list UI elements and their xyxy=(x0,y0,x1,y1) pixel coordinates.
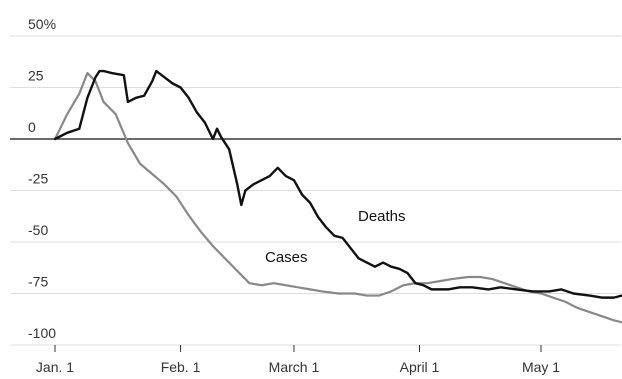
y-tick-label: -100 xyxy=(28,325,56,341)
gridlines xyxy=(10,35,621,346)
chart-labels: 50% 25 0 -25 -50 -75 -100 Jan. 1 Feb. 1 March 1 Ap… xyxy=(28,16,560,375)
x-tick-label: April 1 xyxy=(400,359,440,375)
x-tick-label: Jan. 1 xyxy=(36,359,74,375)
deaths-series-line xyxy=(53,69,622,299)
y-tick-label: 25 xyxy=(28,68,44,84)
cases-series-line xyxy=(53,71,622,324)
y-tick-label: -25 xyxy=(28,171,48,187)
y-tick-label: 0 xyxy=(28,119,36,135)
x-tick-label: Feb. 1 xyxy=(161,359,201,375)
y-tick-label: 50% xyxy=(28,16,56,32)
data-series xyxy=(53,69,622,324)
x-tick-label: May 1 xyxy=(522,359,560,375)
axes xyxy=(54,345,542,352)
x-tick-label: March 1 xyxy=(269,359,320,375)
deaths-series-label: Deaths xyxy=(358,208,406,225)
y-tick-label: -50 xyxy=(28,222,48,238)
cases-series-label: Cases xyxy=(265,249,308,266)
y-tick-label: -75 xyxy=(28,274,48,290)
